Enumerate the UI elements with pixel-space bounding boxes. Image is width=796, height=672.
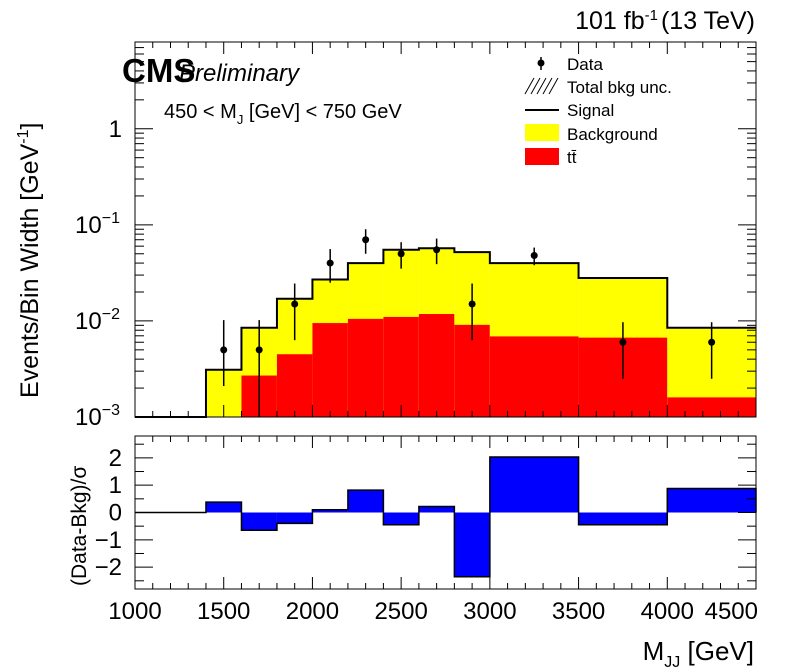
legend-entry-unc: Total bkg unc.: [524, 77, 672, 97]
ratio-axes: 210−1−2 1000 1500 2000 2500 3000 3500 4000 4500: [95, 436, 758, 625]
ratio-y-tick-label: −1: [95, 527, 122, 554]
x-tick-label: 2500: [374, 598, 427, 625]
x-tick-label: 2000: [286, 598, 339, 625]
pull-bar: [667, 488, 756, 513]
ratio-y-tick-label: 1: [109, 472, 122, 499]
ttbar-bar: [454, 324, 490, 417]
x-tick-label: 1000: [108, 598, 161, 625]
pull-bar: [276, 512, 313, 524]
pull-bar: [347, 490, 384, 513]
data-point: [619, 338, 627, 346]
data-point: [291, 300, 299, 308]
data-point: [326, 259, 334, 267]
pull-bar: [241, 512, 277, 531]
data-point: [708, 338, 716, 346]
ratio-y-axis-title: (Data-Bkg)/σ: [68, 466, 91, 586]
mass-window-label: 450 < MJ [GeV] < 750 GeV: [164, 101, 402, 127]
cms-label: CMS: [122, 52, 195, 89]
preliminary-label: Preliminary: [179, 60, 301, 87]
x-tick-label: 3000: [463, 598, 516, 625]
x-tick-label: 4500: [705, 598, 758, 625]
svg-text:Total bkg unc.: Total bkg unc.: [567, 78, 672, 97]
main-y-axis-title: Events/Bin Width [GeV-1]: [15, 123, 44, 398]
lumi-label: 101 fb-1 (13 TeV): [575, 7, 755, 35]
legend-entry-background: Background: [525, 124, 658, 144]
ttbar-bar: [312, 323, 348, 417]
ratio-y-tick-label: −2: [95, 554, 122, 581]
data-point: [220, 346, 228, 354]
main-axes: 1 10−1 10−2 10−3: [75, 41, 757, 431]
data-point: [530, 251, 538, 259]
hatch-icon: [524, 77, 559, 95]
x-tick-label: 1500: [197, 598, 250, 625]
svg-text:Signal: Signal: [567, 101, 614, 120]
ttbar-bar: [489, 336, 579, 417]
data-marker-icon: [537, 59, 545, 67]
ttbar-bar: [347, 318, 384, 417]
svg-text:Data: Data: [567, 55, 603, 74]
ttbar-bar: [383, 316, 419, 417]
x-tick-label: 4000: [641, 598, 694, 625]
data-point: [468, 300, 476, 308]
pull-outline: [135, 456, 757, 578]
pull-bar: [205, 502, 242, 513]
svg-text:Background: Background: [567, 125, 658, 144]
pull-bar: [383, 512, 419, 525]
y-tick-label: 10−3: [75, 402, 120, 431]
main-histogram-fills: [135, 247, 756, 418]
y-tick-label: 10−1: [75, 210, 120, 239]
data-points: [220, 229, 716, 417]
legend-entry-ttbar: tt̄: [525, 148, 577, 167]
ratio-y-tick-label: 0: [109, 500, 122, 527]
ttbar-bar: [418, 314, 455, 417]
x-tick-label: 3500: [552, 598, 605, 625]
y-tick-label: 1: [109, 116, 122, 143]
legend-entry-data: Data: [537, 55, 603, 74]
data-point: [255, 346, 263, 354]
ratio-y-tick-label: 2: [109, 445, 122, 472]
pull-bar: [312, 509, 348, 513]
legend: Data Total bkg unc. Signal Background tt…: [524, 55, 672, 167]
pull-histogram: [135, 456, 757, 578]
data-point: [433, 246, 441, 254]
legend-entry-signal: Signal: [525, 101, 614, 120]
data-point: [362, 236, 370, 244]
pull-bar: [418, 506, 455, 513]
y-tick-label: 10−2: [75, 306, 120, 335]
data-point: [397, 250, 405, 258]
ttbar-swatch-icon: [525, 148, 559, 165]
ttbar-bar: [667, 397, 756, 417]
pull-bar: [578, 512, 668, 525]
pull-bar: [454, 512, 490, 577]
x-axis-title: MJJ [GeV]: [643, 636, 754, 671]
ttbar-bar: [276, 354, 313, 417]
background-outline: [135, 247, 756, 418]
svg-text:tt̄: tt̄: [567, 148, 577, 167]
pull-bar: [489, 457, 579, 513]
background-swatch-icon: [525, 124, 559, 141]
